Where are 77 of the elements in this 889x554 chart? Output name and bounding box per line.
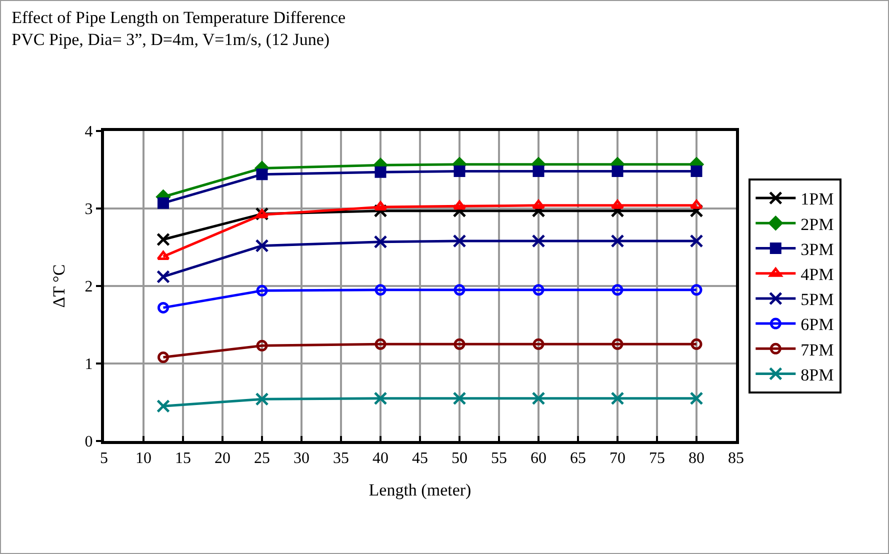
y-tick-label: 4 [84,124,93,141]
point [255,392,269,406]
point [453,200,466,210]
x-tick-label: 35 [333,450,349,468]
point [611,200,624,209]
point [256,168,268,180]
point [374,338,386,350]
point [612,338,624,350]
x-tick-label: 55 [491,450,507,468]
point [374,201,387,210]
y-tick-label: 0 [84,434,93,451]
point [156,250,170,260]
point [690,234,704,248]
x-tick-label: 30 [294,450,310,468]
point [454,338,466,350]
x-tick-label: 50 [452,450,468,468]
point [612,166,624,178]
point [690,284,702,296]
point [256,340,268,352]
point [374,284,386,296]
point [158,197,169,209]
legend-label: 7PM [800,340,834,360]
point [452,392,466,406]
point [610,234,624,248]
x-tick-label: 75 [649,450,665,468]
legend-label: 8PM [800,365,834,384]
point [374,166,386,178]
x-tick-label: 25 [254,450,270,468]
point [532,200,545,209]
point [156,399,170,413]
point [454,284,466,296]
point [256,284,268,296]
point [532,338,544,350]
x-tick-label: 10 [136,450,152,468]
y-tick-label: 1 [84,356,93,374]
point [452,234,466,248]
x-tick-label: 60 [530,450,546,468]
y-tick-label: 3 [84,201,93,218]
point [374,235,388,249]
chart-subtitle: PVC Pipe, Dia= 3”, D=4m, V=1m/s, (12 June) [12,30,330,50]
point [532,166,544,178]
x-tick-label: 5 [100,450,108,468]
point [610,392,624,406]
y-tick-label: 2 [84,278,93,296]
x-tick-label: 20 [214,450,230,468]
legend-label: 2PM [800,214,834,234]
point [690,166,702,178]
legend-label: 4PM [800,264,834,284]
point [690,392,704,406]
point [158,302,169,314]
point [256,208,268,218]
x-tick-label: 45 [412,450,428,468]
point [156,232,170,246]
point [374,392,388,406]
point [532,392,546,406]
x-tick-label: 40 [372,450,388,468]
legend-label: 3PM [800,240,834,259]
x-tick-label: 15 [175,450,191,468]
x-tick-label: 80 [688,450,704,468]
point [612,284,624,296]
chart-title: Effect of Pipe Length on Temperature Difference [12,8,346,28]
point [690,200,703,209]
point [454,166,466,178]
x-axis-title: Length (meter) [368,480,472,500]
point [158,352,169,364]
legend-label: 1PM [800,190,834,209]
point [690,338,702,350]
point [255,238,269,252]
x-tick-label: 70 [610,450,626,468]
point [532,234,546,248]
x-tick-label: 85 [728,450,744,468]
point [156,270,170,284]
legend-label: 5PM [800,290,834,310]
point [532,284,544,296]
x-tick-label: 65 [570,450,586,468]
legend-label: 6PM [800,315,834,334]
y-axis-title: ΔT °C [49,264,68,308]
